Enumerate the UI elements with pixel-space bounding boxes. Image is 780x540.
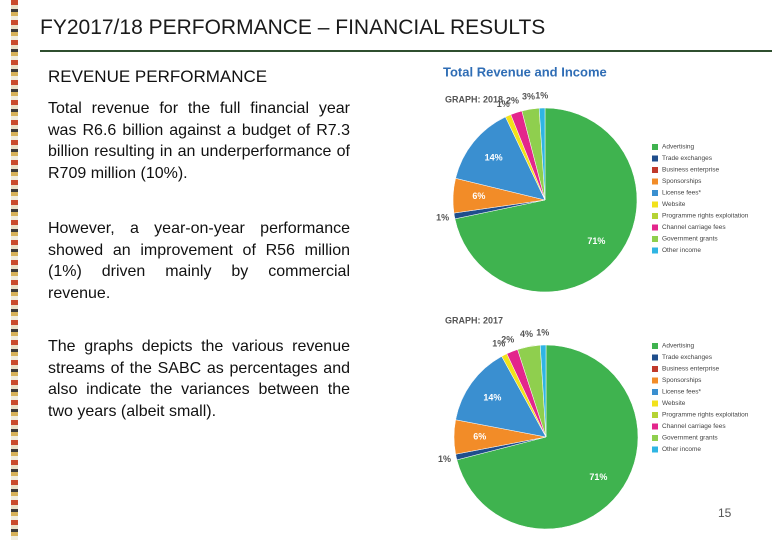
legend-swatch (652, 366, 658, 372)
legend-swatch (652, 201, 658, 208)
data-label: 14% (483, 392, 501, 402)
legend-label: Programme rights exploitation (662, 213, 749, 220)
legend-swatch (652, 190, 658, 196)
legend-label: Sponsorships (662, 377, 702, 384)
data-label: 1% (536, 327, 549, 337)
legend-label: Government grants (662, 435, 718, 442)
legend-label: Other income (662, 446, 701, 453)
legend-swatch (652, 400, 658, 407)
legend-swatch (652, 155, 658, 162)
page-number: 15 (718, 506, 732, 520)
legend-swatch (652, 412, 658, 418)
legend-label: License fees* (662, 389, 701, 396)
data-label: 4% (520, 329, 533, 339)
legend-label: Business enterprise (662, 167, 719, 174)
legend-label: Advertising (662, 343, 695, 350)
legend-label: Other income (662, 247, 701, 254)
legend-label: Channel carriage fees (662, 224, 726, 231)
legend-label: Business enterprise (662, 366, 719, 373)
legend-swatch (652, 213, 658, 219)
pie-slice (455, 116, 546, 201)
pie-slice (456, 344, 639, 530)
pie-slice (539, 344, 547, 438)
legend-swatch (652, 389, 658, 395)
slide-title: FY2017/18 PERFORMANCE – FINANCIAL RESULT… (40, 16, 546, 39)
data-label: 6% (473, 431, 486, 441)
legend-swatch (652, 144, 658, 150)
chart-title: GRAPH: 2017 (445, 315, 503, 325)
pie-slice (454, 107, 638, 293)
data-label: 2% (506, 96, 519, 106)
legend-swatch (652, 435, 658, 441)
legend-label: Trade exchanges (662, 354, 713, 361)
data-label: 71% (587, 236, 605, 246)
legend-label: Website (662, 201, 686, 208)
legend-label: Trade exchanges (662, 155, 713, 162)
legend-label: Channel carriage fees (662, 423, 726, 430)
decorative-strip (11, 0, 18, 540)
legend-label: Sponsorships (662, 178, 702, 185)
data-label: 1% (436, 212, 449, 222)
legend-swatch (652, 377, 658, 384)
legend-label: License fees* (662, 190, 701, 197)
data-label: 71% (589, 472, 607, 482)
data-label: 1% (438, 454, 451, 464)
data-label: 1% (497, 99, 510, 109)
chart-title: GRAPH: 2018 (445, 94, 503, 104)
paragraph: However, a year-on-year performance show… (48, 220, 350, 302)
pie-slice (538, 107, 546, 201)
legend-swatch (652, 354, 658, 361)
pie-slice (455, 356, 547, 438)
data-label: 1% (492, 339, 505, 349)
legend-label: Government grants (662, 236, 718, 243)
legend-swatch (652, 167, 658, 173)
legend-swatch (652, 236, 658, 242)
legend-swatch (652, 423, 658, 430)
data-label: 14% (485, 153, 503, 163)
data-label: 3% (522, 92, 535, 102)
legend-label: Website (662, 400, 686, 407)
legend-swatch (652, 178, 658, 185)
data-label: 1% (535, 90, 548, 100)
legend-swatch (652, 343, 658, 349)
paragraph: Total revenue for the full financial yea… (48, 100, 350, 182)
paragraph: The graphs depicts the various revenue s… (48, 338, 350, 420)
title-rule (40, 50, 772, 52)
panel-title: Total Revenue and Income (443, 64, 607, 79)
legend-label: Advertising (662, 144, 695, 151)
legend-swatch (652, 446, 658, 453)
legend-swatch (652, 224, 658, 231)
data-label: 6% (472, 191, 485, 201)
legend-swatch (652, 247, 658, 254)
legend-label: Programme rights exploitation (662, 412, 749, 419)
data-label: 2% (501, 335, 514, 345)
section-heading: REVENUE PERFORMANCE (48, 67, 268, 86)
